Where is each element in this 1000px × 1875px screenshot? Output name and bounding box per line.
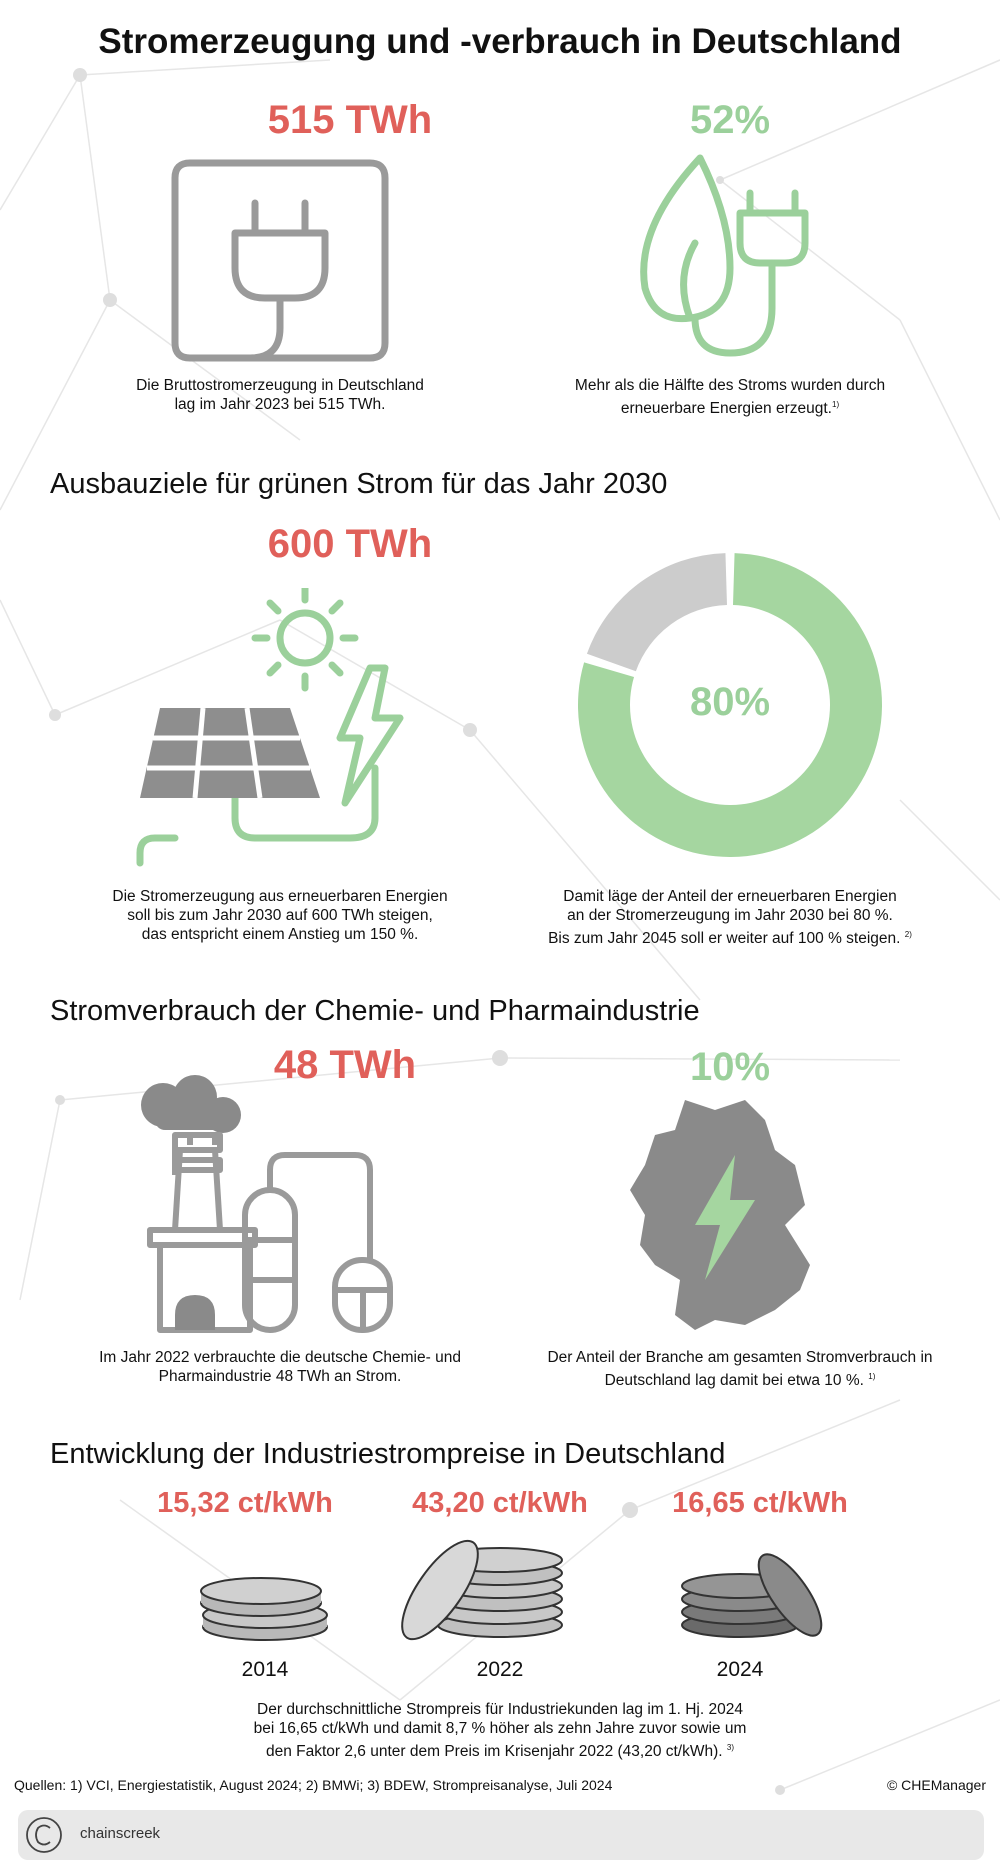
renewable-share-caption: Mehr als die Hälfte des Stroms wurden du… [574, 377, 886, 418]
year-2022: 2022 [476, 1658, 524, 1681]
section-heading-prices: Entwicklung der Industriestrompreise in … [50, 1438, 726, 1470]
germany-map-icon [630, 1100, 810, 1330]
watermark-bar [18, 1810, 984, 1860]
renewable-target-caption: Damit läge der Anteil der erneuerbaren E… [548, 888, 912, 948]
donut-segment-other [586, 553, 728, 672]
generation-value: 515 TWh [267, 98, 433, 142]
donut-segment-renewable [578, 553, 882, 857]
industry-consumption-caption: Im Jahr 2022 verbrauchte die deutsche Ch… [99, 1349, 461, 1385]
coin-stack-2022-icon [401, 1539, 563, 1641]
plug-icon [171, 159, 389, 362]
generation-caption: Die Bruttostromerzeugung in Deutschland … [136, 377, 424, 413]
renewable-target-donut [578, 553, 882, 857]
watermark-text: chainscreek [80, 1825, 161, 1842]
year-2024: 2024 [716, 1658, 764, 1681]
sources-note: Quellen: 1) VCI, Energiestatistik, Augus… [14, 1777, 613, 1793]
coin-stack-2024-icon [681, 1553, 823, 1638]
target-generation-value: 600 TWh [267, 522, 433, 566]
copyright-circle-icon [26, 1817, 62, 1853]
factory-icon [141, 1075, 393, 1333]
price-2022: 43,20 ct/kWh [412, 1487, 588, 1519]
year-2014: 2014 [241, 1658, 289, 1681]
solar-panel-icon [136, 588, 404, 867]
section-heading-industry: Stromverbrauch der Chemie- und Pharmaind… [50, 995, 700, 1027]
leaf-plug-icon [640, 154, 809, 357]
renewable-share-value: 52% [689, 98, 771, 142]
page-title: Stromerzeugung und -verbrauch in Deutsch… [98, 22, 902, 61]
target-generation-caption: Die Stromerzeugung aus erneuerbaren Ener… [112, 888, 448, 943]
section-heading-targets: Ausbauziele für grünen Strom für das Jah… [50, 468, 668, 500]
price-2024: 16,65 ct/kWh [672, 1487, 848, 1519]
industry-share-caption: Der Anteil der Branche am gesamten Strom… [547, 1349, 933, 1390]
industry-consumption-value: 48 TWh [273, 1043, 417, 1087]
price-2014: 15,32 ct/kWh [157, 1487, 333, 1519]
copyright: © CHEManager [886, 1777, 986, 1793]
renewable-target-value: 80% [689, 680, 771, 724]
industry-share-value: 10% [689, 1045, 771, 1089]
coin-stack-2014-icon [200, 1577, 328, 1641]
prices-caption: Der durchschnittliche Strompreis für Ind… [253, 1701, 747, 1761]
